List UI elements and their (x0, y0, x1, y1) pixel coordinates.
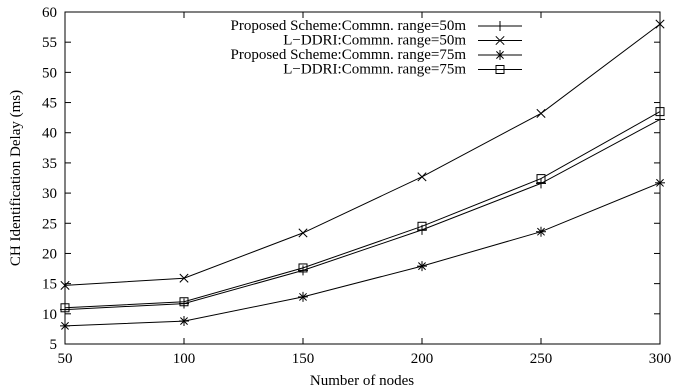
series-1 (60, 114, 665, 315)
data-point (179, 273, 189, 283)
series-2 (60, 19, 665, 291)
legend-marker (495, 21, 505, 31)
y-tick-label: 60 (42, 5, 57, 21)
data-point (298, 291, 308, 302)
y-tick-label: 25 (42, 216, 57, 232)
x-tick-label: 50 (58, 351, 73, 367)
legend-label: Proposed Scheme:Commn. range=50m (230, 18, 466, 34)
x-tick-label: 250 (530, 351, 553, 367)
series-line (64, 111, 661, 309)
data-point (60, 303, 70, 313)
data-point (417, 221, 427, 231)
data-point (536, 108, 546, 118)
y-tick-label: 45 (42, 96, 57, 112)
data-point (60, 304, 70, 315)
data-point (179, 297, 189, 307)
series-line (64, 118, 661, 311)
data-point (536, 226, 546, 237)
y-tick-label: 35 (42, 156, 57, 172)
data-point (655, 19, 665, 29)
data-point (60, 280, 70, 291)
y-tick-label: 40 (42, 126, 57, 142)
y-tick-label: 55 (42, 35, 57, 51)
legend-entry: Proposed Scheme:Commn. range=75m (230, 47, 522, 63)
legend-label: L−DDRI:Commn. range=75m (283, 62, 466, 78)
legend-entry: L−DDRI:Commn. range=75m (283, 62, 522, 78)
data-point (417, 261, 427, 272)
y-tick-label: 20 (42, 246, 57, 262)
legend-entry: L−DDRI:Commn. range=50m (283, 33, 522, 49)
data-point (655, 114, 665, 125)
series-line (64, 182, 661, 327)
data-point (417, 172, 427, 182)
y-tick-label: 50 (42, 65, 57, 81)
y-tick-label: 5 (50, 337, 58, 353)
data-point (298, 228, 308, 238)
x-tick-label: 300 (649, 351, 672, 367)
x-axis-label: Number of nodes (310, 373, 414, 389)
data-point (536, 174, 546, 184)
data-point (536, 178, 546, 189)
legend-label: Proposed Scheme:Commn. range=75m (230, 47, 466, 63)
series-4 (60, 107, 665, 313)
series-line (64, 23, 661, 286)
series-layer (60, 19, 665, 331)
y-tick-label: 30 (42, 186, 57, 202)
axis-ticks: 50 100 150 200 250 300 5 10 15 20 25 30 35 40 45 50 55 60 (42, 5, 671, 367)
legend-entry: Proposed Scheme:Commn. range=50m (230, 18, 522, 34)
legend-marker (495, 50, 505, 60)
legend: Proposed Scheme:Commn. range=50mL−DDRI:C… (230, 18, 522, 78)
legend-marker (495, 35, 505, 46)
y-tick-label: 10 (42, 307, 57, 323)
legend-marker (495, 65, 505, 74)
data-point (179, 316, 189, 327)
data-point (179, 298, 189, 309)
x-tick-label: 100 (173, 351, 196, 367)
data-point (655, 107, 665, 117)
data-point (655, 177, 665, 188)
legend-label: L−DDRI:Commn. range=50m (283, 33, 466, 49)
data-point (298, 265, 308, 276)
data-point (298, 263, 308, 273)
y-axis-label: CH Identification Delay (ms) (8, 90, 24, 266)
x-tick-label: 150 (292, 351, 315, 367)
series-3 (60, 177, 665, 331)
x-tick-label: 200 (411, 351, 434, 367)
y-tick-label: 15 (42, 277, 57, 293)
data-point (60, 320, 70, 331)
